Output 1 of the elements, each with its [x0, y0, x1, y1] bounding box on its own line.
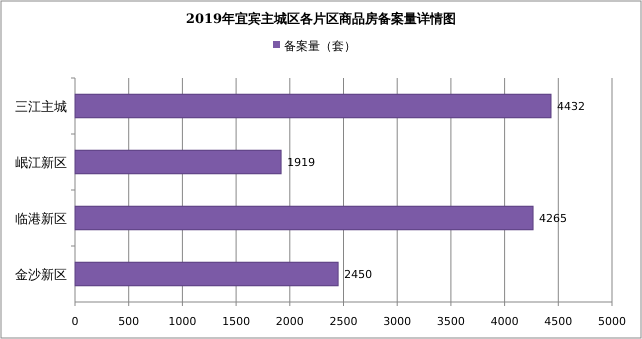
title: 2019年宜宾主城区各片区商品房备案量详情图 [186, 12, 456, 27]
